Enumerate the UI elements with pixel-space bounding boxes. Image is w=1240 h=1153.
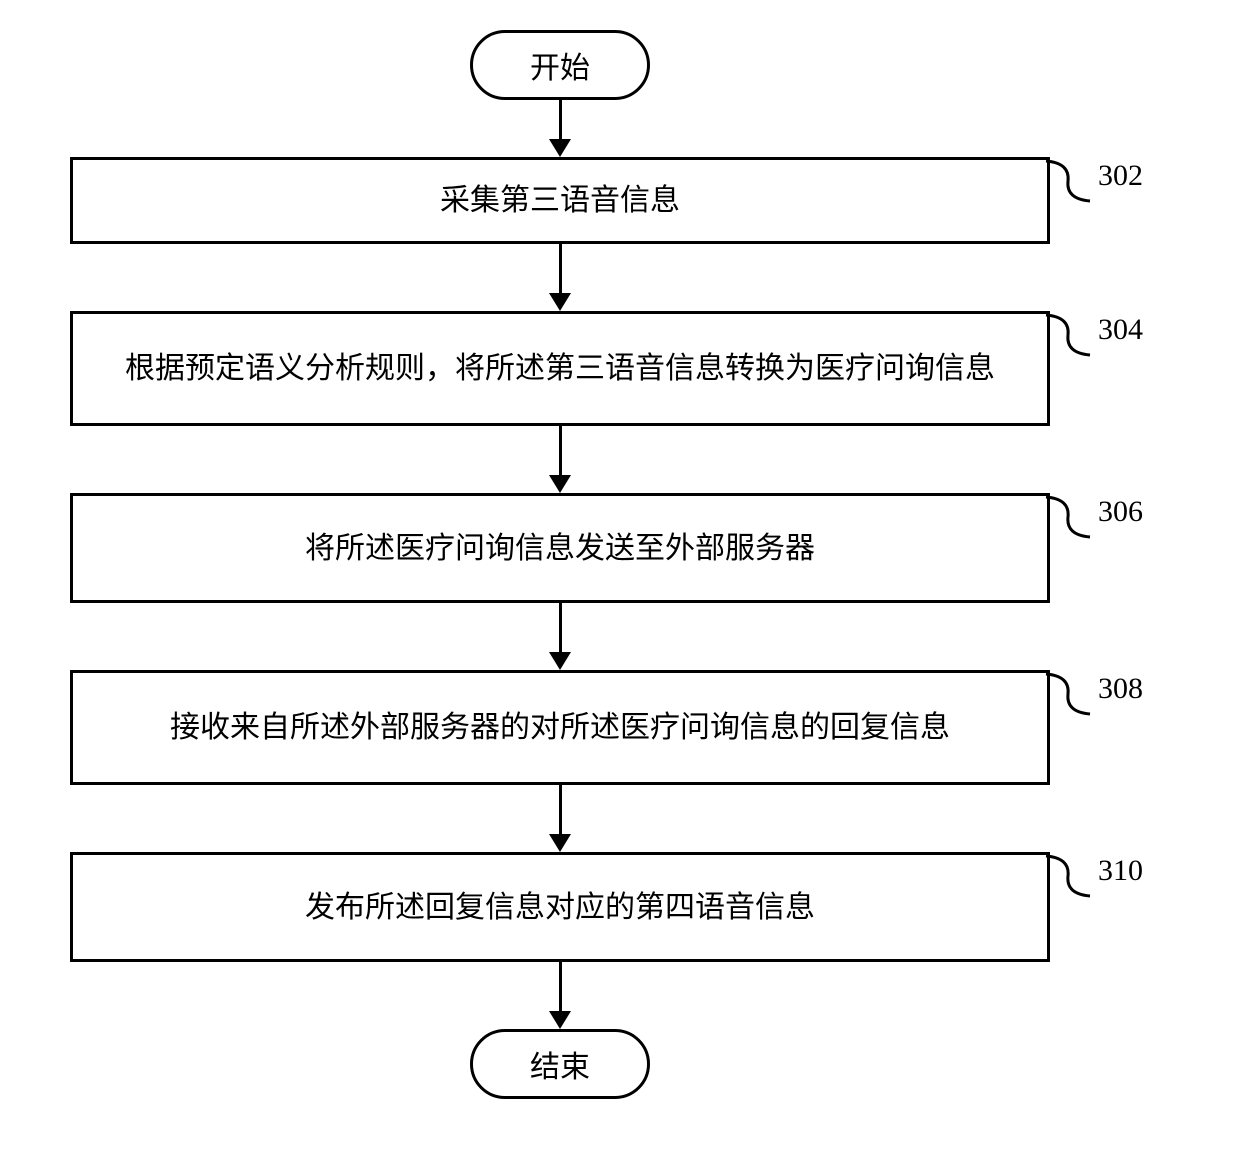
process-text: 根据预定语义分析规则，将所述第三语音信息转换为医疗问询信息 xyxy=(125,346,995,391)
step-number: 308 xyxy=(1098,672,1143,706)
process-row: 将所述医疗问询信息发送至外部服务器 306 xyxy=(70,493,1170,603)
terminal-end-label: 结束 xyxy=(530,1051,590,1084)
process-row: 根据预定语义分析规则，将所述第三语音信息转换为医疗问询信息 304 xyxy=(70,311,1170,426)
process-text: 将所述医疗问询信息发送至外部服务器 xyxy=(305,526,815,571)
process-text: 采集第三语音信息 xyxy=(440,178,680,223)
process-text: 发布所述回复信息对应的第四语音信息 xyxy=(305,885,815,930)
process-step-306: 将所述医疗问询信息发送至外部服务器 xyxy=(70,493,1050,603)
arrow-head-icon xyxy=(549,834,571,852)
process-text: 接收来自所述外部服务器的对所述医疗问询信息的回复信息 xyxy=(170,705,950,750)
step-label-302: 302 xyxy=(1042,157,1162,210)
terminal-end: 结束 xyxy=(470,1029,650,1099)
step-number: 306 xyxy=(1098,495,1143,529)
curve-connector-icon xyxy=(1042,493,1097,541)
arrow-head-icon xyxy=(549,1011,571,1029)
arrow-head-icon xyxy=(549,293,571,311)
curve-connector-icon xyxy=(1042,157,1097,205)
arrow-line xyxy=(559,244,562,294)
step-number: 310 xyxy=(1098,854,1143,888)
process-step-310: 发布所述回复信息对应的第四语音信息 xyxy=(70,852,1050,962)
curve-connector-icon xyxy=(1042,670,1097,718)
step-label-306: 306 xyxy=(1042,493,1162,546)
arrow xyxy=(549,244,571,311)
arrow-line xyxy=(559,100,562,140)
step-label-304: 304 xyxy=(1042,311,1162,364)
curve-connector-icon xyxy=(1042,852,1097,900)
flowchart-container: 开始 采集第三语音信息 302 根据预定语义分析规则，将所述第三语音信息转换为医… xyxy=(70,30,1170,1099)
arrow-line xyxy=(559,962,562,1012)
process-row: 接收来自所述外部服务器的对所述医疗问询信息的回复信息 308 xyxy=(70,670,1170,785)
arrow-head-icon xyxy=(549,475,571,493)
terminal-start: 开始 xyxy=(470,30,650,100)
arrow-head-icon xyxy=(549,139,571,157)
step-label-310: 310 xyxy=(1042,852,1162,905)
arrow-head-icon xyxy=(549,652,571,670)
arrow xyxy=(549,603,571,670)
step-label-308: 308 xyxy=(1042,670,1162,723)
arrow xyxy=(549,785,571,852)
arrow-line xyxy=(559,426,562,476)
step-number: 304 xyxy=(1098,313,1143,347)
terminal-start-label: 开始 xyxy=(530,52,590,85)
step-number: 302 xyxy=(1098,159,1143,193)
process-row: 发布所述回复信息对应的第四语音信息 310 xyxy=(70,852,1170,962)
arrow xyxy=(549,100,571,157)
curve-connector-icon xyxy=(1042,311,1097,359)
process-step-302: 采集第三语音信息 xyxy=(70,157,1050,244)
process-step-304: 根据预定语义分析规则，将所述第三语音信息转换为医疗问询信息 xyxy=(70,311,1050,426)
process-row: 采集第三语音信息 302 xyxy=(70,157,1170,244)
arrow xyxy=(549,426,571,493)
arrow-line xyxy=(559,603,562,653)
arrow xyxy=(549,962,571,1029)
process-step-308: 接收来自所述外部服务器的对所述医疗问询信息的回复信息 xyxy=(70,670,1050,785)
arrow-line xyxy=(559,785,562,835)
